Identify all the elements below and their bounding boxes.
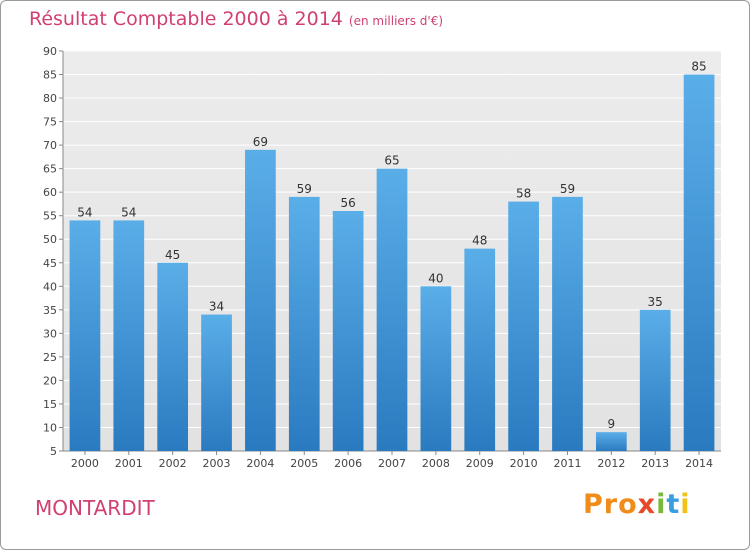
logo-part: Pro <box>583 489 638 520</box>
y-tick-label: 20 <box>43 374 57 387</box>
logo-part: i <box>656 489 667 520</box>
bar-chart: 5 10 15 20 25 30 35 40 45 50 55 60 65 70 75 80 85 90 54 200… <box>43 45 721 470</box>
x-tick-label: 2010 <box>510 457 538 470</box>
x-tick-label: 2001 <box>115 457 143 470</box>
logo-part: x <box>637 489 657 520</box>
y-tick-label: 30 <box>43 327 57 340</box>
data-label: 40 <box>428 271 443 285</box>
logo-part: i <box>680 489 691 520</box>
x-tick-label: 2007 <box>378 457 406 470</box>
bar <box>157 262 189 451</box>
bar <box>595 432 627 451</box>
bar <box>113 220 145 451</box>
bar <box>376 168 408 451</box>
data-label: 59 <box>560 182 575 196</box>
y-tick-label: 90 <box>43 45 57 58</box>
data-label: 69 <box>253 135 268 149</box>
data-label: 59 <box>297 182 312 196</box>
bar <box>464 248 496 451</box>
data-label: 54 <box>77 205 92 219</box>
bar <box>683 74 715 451</box>
y-tick-label: 80 <box>43 92 57 105</box>
chart-subtitle: (en milliers d'€) <box>348 14 444 28</box>
bar <box>508 201 539 451</box>
y-tick-label: 45 <box>43 257 57 270</box>
data-label: 35 <box>648 295 663 309</box>
y-tick-label: 40 <box>43 280 57 293</box>
x-tick-label: 2011 <box>553 457 581 470</box>
bar <box>639 309 671 451</box>
bar <box>245 149 276 451</box>
x-tick-label: 2008 <box>422 457 450 470</box>
x-tick-label: 2000 <box>71 457 99 470</box>
x-tick-label: 2009 <box>466 457 494 470</box>
data-label: 9 <box>608 417 616 431</box>
data-label: 34 <box>209 300 224 314</box>
title-text: Résultat Comptable 2000 à 2014 <box>29 8 343 30</box>
bar <box>552 196 583 451</box>
bar <box>201 314 232 451</box>
commune-name: MONTARDIT <box>35 496 155 520</box>
y-tick-label: 50 <box>43 233 57 246</box>
x-tick-label: 2014 <box>685 457 713 470</box>
x-tick-label: 2002 <box>159 457 187 470</box>
x-tick-label: 2005 <box>290 457 318 470</box>
bar <box>420 286 452 451</box>
y-tick-label: 70 <box>43 139 57 152</box>
bar <box>288 196 320 451</box>
x-tick-label: 2004 <box>246 457 274 470</box>
y-tick-label: 25 <box>43 351 57 364</box>
logo-part: t <box>666 489 681 520</box>
y-tick-label: 15 <box>43 398 57 411</box>
proxiti-logo: Proxiti <box>583 489 691 520</box>
data-label: 45 <box>165 248 180 262</box>
x-tick-label: 2013 <box>641 457 669 470</box>
x-tick-label: 2003 <box>203 457 231 470</box>
y-tick-label: 65 <box>43 163 57 176</box>
data-label: 56 <box>340 196 355 210</box>
data-label: 85 <box>691 60 706 74</box>
data-label: 54 <box>121 205 136 219</box>
x-tick-label: 2006 <box>334 457 362 470</box>
data-label: 65 <box>384 154 399 168</box>
data-label: 58 <box>516 187 531 201</box>
chart-title: Résultat Comptable 2000 à 2014 (en millie… <box>29 8 443 30</box>
y-tick-label: 55 <box>43 210 57 223</box>
bar <box>332 211 364 451</box>
y-tick-label: 10 <box>43 421 57 434</box>
y-tick-label: 75 <box>43 116 57 129</box>
y-tick-label: 85 <box>43 69 57 82</box>
y-tick-label: 35 <box>43 304 57 317</box>
bar <box>69 220 101 451</box>
y-tick-label: 60 <box>43 186 57 199</box>
y-tick-label: 5 <box>50 445 57 458</box>
data-label: 48 <box>472 234 487 248</box>
x-tick-label: 2012 <box>597 457 625 470</box>
